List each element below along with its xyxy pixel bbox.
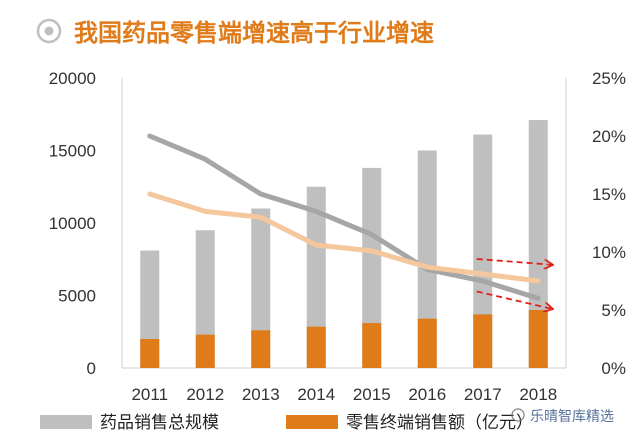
line-retail-growth (147, 191, 541, 284)
left-tick-label: 10000 (49, 214, 96, 233)
bar-retail (473, 314, 493, 368)
bar-total (473, 134, 493, 368)
legend: 药品销售总规模 零售终端销售额（亿元） (40, 413, 533, 433)
x-tick-label: 2018 (519, 385, 557, 404)
x-tick-label: 2013 (242, 385, 280, 404)
bar-total (362, 167, 382, 368)
chart-title: 我国药品零售端增速高于行业增速 (74, 19, 434, 47)
left-tick-label: 0 (87, 359, 96, 378)
legend-label-retail: 零售终端销售额（亿元） (346, 413, 533, 433)
left-tick-label: 20000 (49, 69, 96, 88)
right-tick-label: 25% (592, 69, 626, 88)
bar-total (417, 150, 437, 368)
x-tick-label: 2012 (186, 385, 224, 404)
left-tick-label: 15000 (49, 142, 96, 161)
bar-retail (195, 334, 215, 368)
bar-retail (362, 323, 382, 368)
right-tick-label: 5% (601, 301, 626, 320)
watermark-text: 乐晴智库精选 (530, 409, 614, 425)
x-tick-label: 2011 (131, 385, 168, 404)
bar-total (528, 120, 548, 368)
x-tick-label: 2016 (408, 385, 446, 404)
left-tick-label: 5000 (58, 287, 96, 306)
bar-retail (140, 339, 160, 368)
legend-swatch-total (40, 415, 92, 429)
bar-total (306, 186, 326, 368)
watermark: 乐晴智库精选 (511, 408, 614, 425)
bar-total (251, 208, 271, 368)
legend-swatch-retail (286, 415, 338, 429)
bar-total (195, 230, 215, 368)
right-tick-label: 20% (592, 127, 626, 146)
watermark-icon (511, 408, 525, 422)
line-total-growth (147, 133, 541, 301)
bar-retail (251, 330, 271, 368)
x-tick-label: 2014 (297, 385, 335, 404)
bar-retail (306, 326, 326, 368)
right-tick-label: 15% (592, 185, 626, 204)
bar-total (140, 250, 160, 368)
x-tick-label: 2015 (353, 385, 391, 404)
legend-label-total: 药品销售总规模 (100, 413, 219, 433)
trend-arrow (476, 290, 552, 308)
right-tick-label: 0% (601, 359, 626, 378)
title-bullet-icon (36, 18, 62, 44)
bar-retail (417, 318, 437, 368)
right-tick-label: 10% (592, 243, 626, 262)
x-tick-label: 2017 (464, 385, 502, 404)
bar-retail (528, 310, 548, 368)
trend-arrow (476, 258, 552, 265)
